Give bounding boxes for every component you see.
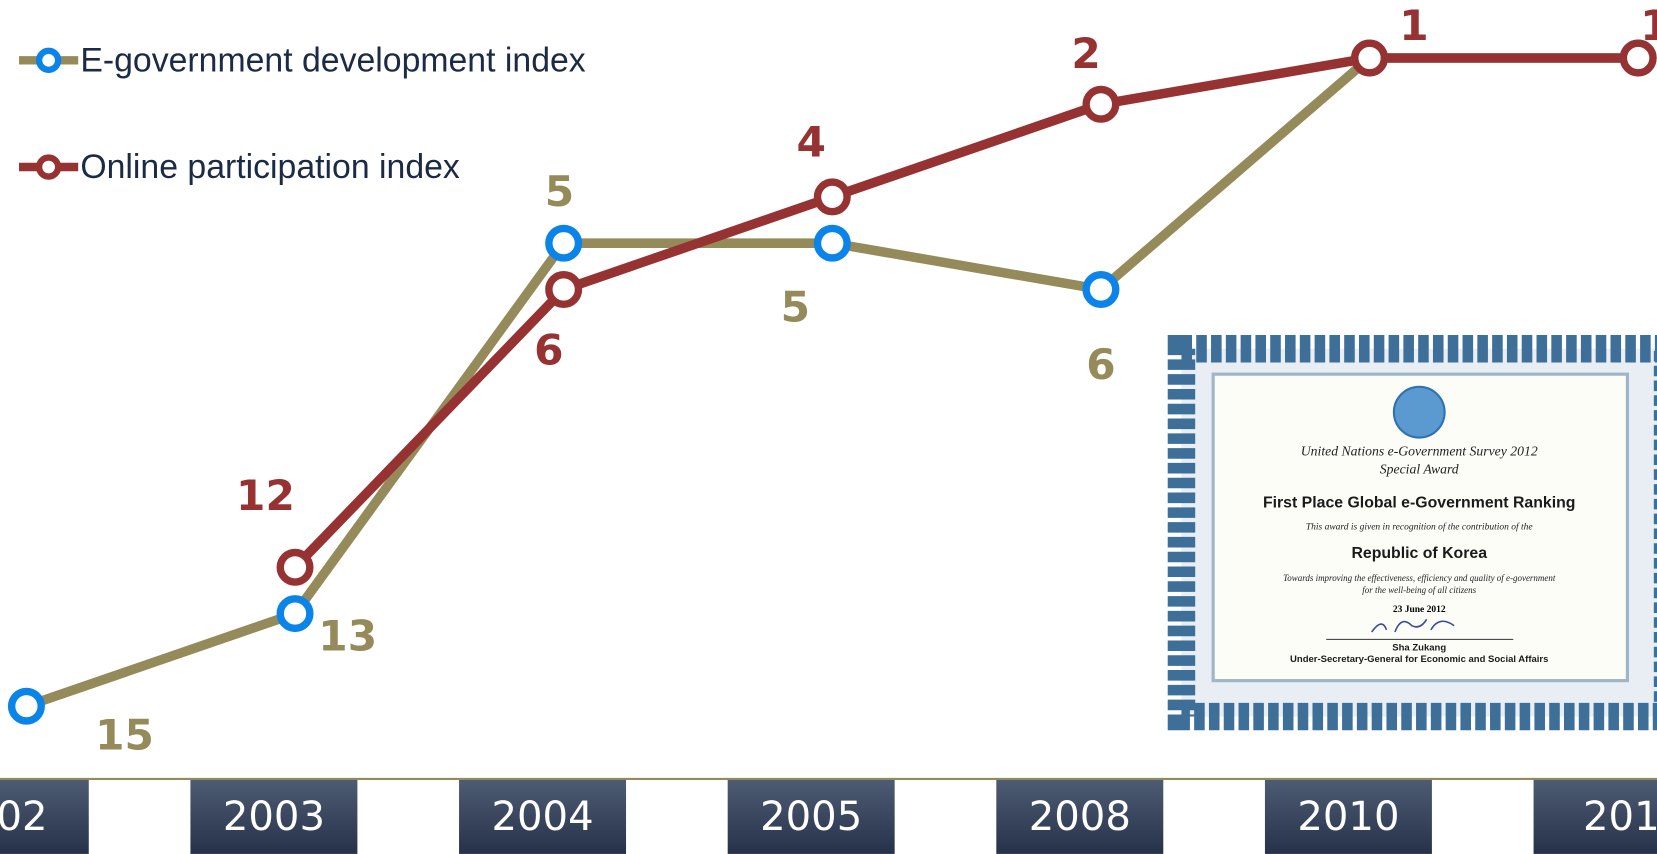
data-point — [12, 691, 42, 721]
data-point — [280, 552, 310, 582]
legend-label: Online participation index — [80, 148, 460, 186]
value-label: 1 — [1399, 1, 1428, 50]
x-tick-label: 2008 — [1029, 794, 1131, 840]
cert-line3: This award is given in recognition of th… — [1306, 522, 1533, 533]
value-label: 4 — [796, 118, 825, 167]
value-label: 6 — [534, 325, 563, 374]
certificate: United Nations e-Government Survey 2012 … — [1181, 349, 1657, 717]
cert-line1: United Nations e-Government Survey 2012 — [1301, 444, 1538, 459]
cert-line5: for the well-being of all citizens — [1362, 585, 1476, 595]
legend-marker — [39, 51, 58, 70]
cert-date: 23 June 2012 — [1393, 605, 1446, 615]
cert-signer: Sha Zukang — [1392, 642, 1446, 653]
cert-heading: First Place Global e-Government Ranking — [1263, 494, 1576, 511]
value-label: 13 — [318, 611, 377, 660]
x-tick-label: 2003 — [223, 794, 325, 840]
data-point — [549, 228, 579, 258]
value-label: 6 — [1086, 340, 1115, 389]
data-point — [1086, 275, 1116, 305]
value-label: 5 — [781, 282, 810, 331]
data-point — [280, 599, 310, 629]
data-point — [549, 275, 579, 305]
value-label: 12 — [236, 471, 295, 520]
x-tick-label: 02 — [0, 794, 48, 840]
x-tick-label: 2004 — [491, 794, 593, 840]
value-label: 2 — [1071, 29, 1100, 78]
value-label: 15 — [95, 710, 154, 759]
x-tick-label: 201 — [1583, 794, 1657, 840]
value-label: 5 — [545, 167, 574, 216]
page: {"chart_data": {"type": "line", "categor… — [0, 0, 1657, 854]
cert-recipient: Republic of Korea — [1351, 545, 1487, 562]
data-point — [1086, 89, 1116, 119]
un-emblem — [1394, 387, 1445, 438]
legend-label: E-government development index — [80, 41, 585, 79]
x-tick-label: 2010 — [1297, 794, 1399, 840]
data-point — [818, 228, 848, 258]
legend-marker — [39, 158, 58, 177]
data-point — [1355, 43, 1385, 73]
value-label: 1 — [1640, 1, 1657, 50]
data-point — [818, 182, 848, 212]
cert-signer-title: Under-Secretary-General for Economic and… — [1290, 654, 1548, 665]
chart: United Nations e-Government Survey 2012 … — [0, 0, 1657, 854]
cert-line4: Towards improving the effectiveness, eff… — [1283, 573, 1556, 583]
x-tick-label: 2005 — [760, 794, 862, 840]
cert-line2: Special Award — [1380, 461, 1459, 476]
